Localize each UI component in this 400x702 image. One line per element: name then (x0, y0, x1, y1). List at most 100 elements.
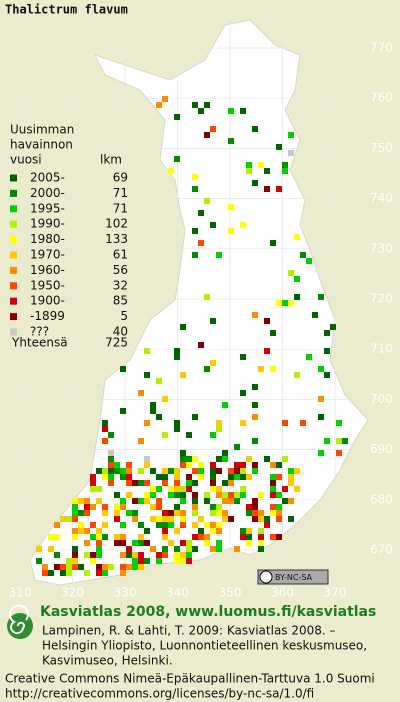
record-square (222, 450, 228, 456)
record-square (174, 426, 180, 432)
record-square (156, 474, 162, 480)
record-square (228, 138, 234, 144)
record-square (84, 570, 90, 576)
record-square (90, 534, 96, 540)
record-square (132, 480, 138, 486)
record-square (246, 540, 252, 546)
record-square (228, 108, 234, 114)
legend-swatch (10, 251, 17, 259)
record-square (84, 510, 90, 516)
record-square (180, 516, 186, 522)
record-square (252, 312, 258, 318)
grid-x-label: 370 (324, 586, 347, 600)
record-square (276, 492, 282, 498)
record-square (294, 294, 300, 300)
record-square (204, 540, 210, 546)
record-square (156, 378, 162, 384)
record-square (102, 510, 108, 516)
record-square (270, 510, 276, 516)
legend-count: 71 (113, 201, 128, 215)
record-square (162, 96, 168, 102)
record-square (66, 564, 72, 570)
grid-y-label: 760 (370, 91, 393, 105)
record-square (210, 546, 216, 552)
record-square (156, 498, 162, 504)
record-square (144, 348, 150, 354)
record-square (186, 456, 192, 462)
record-square (234, 474, 240, 480)
record-square (222, 492, 228, 498)
record-square (72, 558, 78, 564)
record-square (198, 240, 204, 246)
record-square (294, 234, 300, 240)
record-square (96, 546, 102, 552)
record-square (66, 558, 72, 564)
badge-icon (259, 570, 273, 584)
record-square (36, 546, 42, 552)
record-square (246, 168, 252, 174)
record-square (192, 504, 198, 510)
record-square (126, 462, 132, 468)
record-square (162, 528, 168, 534)
record-square (192, 510, 198, 516)
record-square (306, 354, 312, 360)
record-square (174, 348, 180, 354)
record-square (174, 528, 180, 534)
record-square (330, 324, 336, 330)
record-square (138, 522, 144, 528)
record-square (168, 486, 174, 492)
record-square (240, 492, 246, 498)
record-square (120, 504, 126, 510)
record-square (228, 228, 234, 234)
record-square (204, 498, 210, 504)
record-square (276, 144, 282, 150)
record-square (102, 438, 108, 444)
record-square (246, 474, 252, 480)
grid-x-label: 350 (219, 586, 242, 600)
record-square (192, 492, 198, 498)
record-square (150, 516, 156, 522)
record-square (198, 210, 204, 216)
legend-swatch (10, 297, 17, 305)
record-square (108, 450, 114, 456)
record-square (240, 474, 246, 480)
record-square (96, 552, 102, 558)
record-square (276, 504, 282, 510)
record-square (186, 462, 192, 468)
license-line: http://creativecommons.org/licenses/by-n… (5, 687, 314, 701)
record-square (228, 516, 234, 522)
legend-label: 1990- (30, 217, 65, 231)
record-square (228, 474, 234, 480)
record-square (264, 186, 270, 192)
legend-swatch (10, 266, 17, 274)
record-square (300, 420, 306, 426)
record-square (84, 528, 90, 534)
legend-swatch (10, 236, 17, 244)
record-square (162, 510, 168, 516)
record-square (150, 408, 156, 414)
record-square (198, 474, 204, 480)
record-square (78, 510, 84, 516)
record-square (90, 486, 96, 492)
record-square (66, 516, 72, 522)
record-square (204, 534, 210, 540)
legend-count: 69 (113, 171, 128, 185)
record-square (204, 366, 210, 372)
record-square (66, 570, 72, 576)
legend-total-label: Yhteensä (11, 336, 68, 350)
record-square (138, 498, 144, 504)
record-square (222, 480, 228, 486)
record-square (120, 540, 126, 546)
grid-y-label: 700 (370, 392, 393, 406)
record-square (102, 474, 108, 480)
record-square (120, 522, 126, 528)
grid-y-label: 740 (370, 191, 393, 205)
record-square (282, 486, 288, 492)
record-square (96, 528, 102, 534)
record-square (120, 534, 126, 540)
record-square (138, 558, 144, 564)
record-square (192, 456, 198, 462)
record-square (78, 498, 84, 504)
record-square (246, 534, 252, 540)
record-square (102, 534, 108, 540)
